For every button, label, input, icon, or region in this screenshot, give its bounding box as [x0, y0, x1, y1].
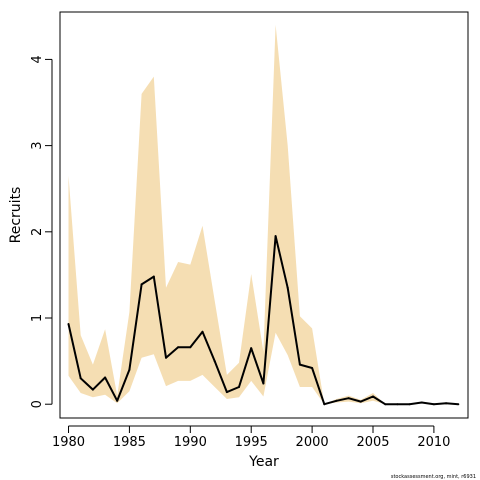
- x-tick-label: 2010: [417, 435, 450, 450]
- recruits-point-1989: [177, 346, 179, 348]
- y-tick-label: 0: [30, 400, 45, 408]
- x-tick-label: 1990: [174, 435, 207, 450]
- recruits-point-2001: [323, 403, 325, 405]
- recruits-line-layer: [68, 235, 460, 405]
- recruits-point-1980: [68, 323, 70, 325]
- y-axis-label: Recruits: [8, 187, 24, 244]
- y-tick-label: 2: [30, 228, 45, 236]
- recruits-point-1995: [250, 347, 252, 349]
- recruits-point-2000: [311, 367, 313, 369]
- recruits-point-1990: [189, 346, 191, 348]
- confidence-band-layer: [69, 25, 459, 404]
- recruits-point-1987: [153, 276, 155, 278]
- recruits-point-2006: [384, 403, 386, 405]
- recruits-point-2011: [445, 402, 447, 404]
- x-tick-label: 1985: [113, 435, 146, 450]
- recruits-point-2004: [360, 401, 362, 403]
- recruits-point-1983: [104, 377, 106, 379]
- x-axis: 1980 1985 1990 1995 2000 2005 2010: [52, 426, 450, 450]
- confidence-band: [69, 25, 459, 404]
- recruits-point-2012: [457, 403, 459, 405]
- recruits-point-1984: [116, 400, 118, 402]
- y-tick-label: 1: [30, 314, 45, 322]
- recruits-point-2009: [421, 402, 423, 404]
- recruits-point-1994: [238, 386, 240, 388]
- recruits-point-1981: [80, 377, 82, 379]
- recruits-point-1998: [287, 287, 289, 289]
- x-axis-label: Year: [248, 454, 279, 470]
- y-tick-label: 4: [30, 55, 45, 63]
- recruits-point-1982: [92, 389, 94, 391]
- recruits-point-1993: [226, 391, 228, 393]
- recruits-point-1991: [202, 331, 204, 333]
- recruits-point-1996: [262, 383, 264, 385]
- recruits-point-2007: [396, 403, 398, 405]
- recruits-point-2008: [409, 403, 411, 405]
- recruits-point-2005: [372, 396, 374, 398]
- x-tick-label: 2000: [296, 435, 329, 450]
- footer-credit: stockassessment.org, mint, r6931: [391, 474, 476, 480]
- recruits-point-1992: [214, 360, 216, 362]
- recruits-point-1997: [275, 235, 277, 237]
- recruits-point-2003: [348, 397, 350, 399]
- y-tick-label: 3: [30, 141, 45, 149]
- x-tick-label: 2005: [356, 435, 389, 450]
- recruits-point-1988: [165, 357, 167, 359]
- y-axis: 0 1 2 3 4: [30, 55, 52, 408]
- recruits-point-1999: [299, 364, 301, 366]
- recruits-point-1986: [141, 283, 143, 285]
- recruits-point-2002: [336, 400, 338, 402]
- x-tick-label: 1995: [235, 435, 268, 450]
- recruits-point-2010: [433, 403, 435, 405]
- recruits-point-1985: [128, 369, 130, 371]
- x-tick-label: 1980: [52, 435, 85, 450]
